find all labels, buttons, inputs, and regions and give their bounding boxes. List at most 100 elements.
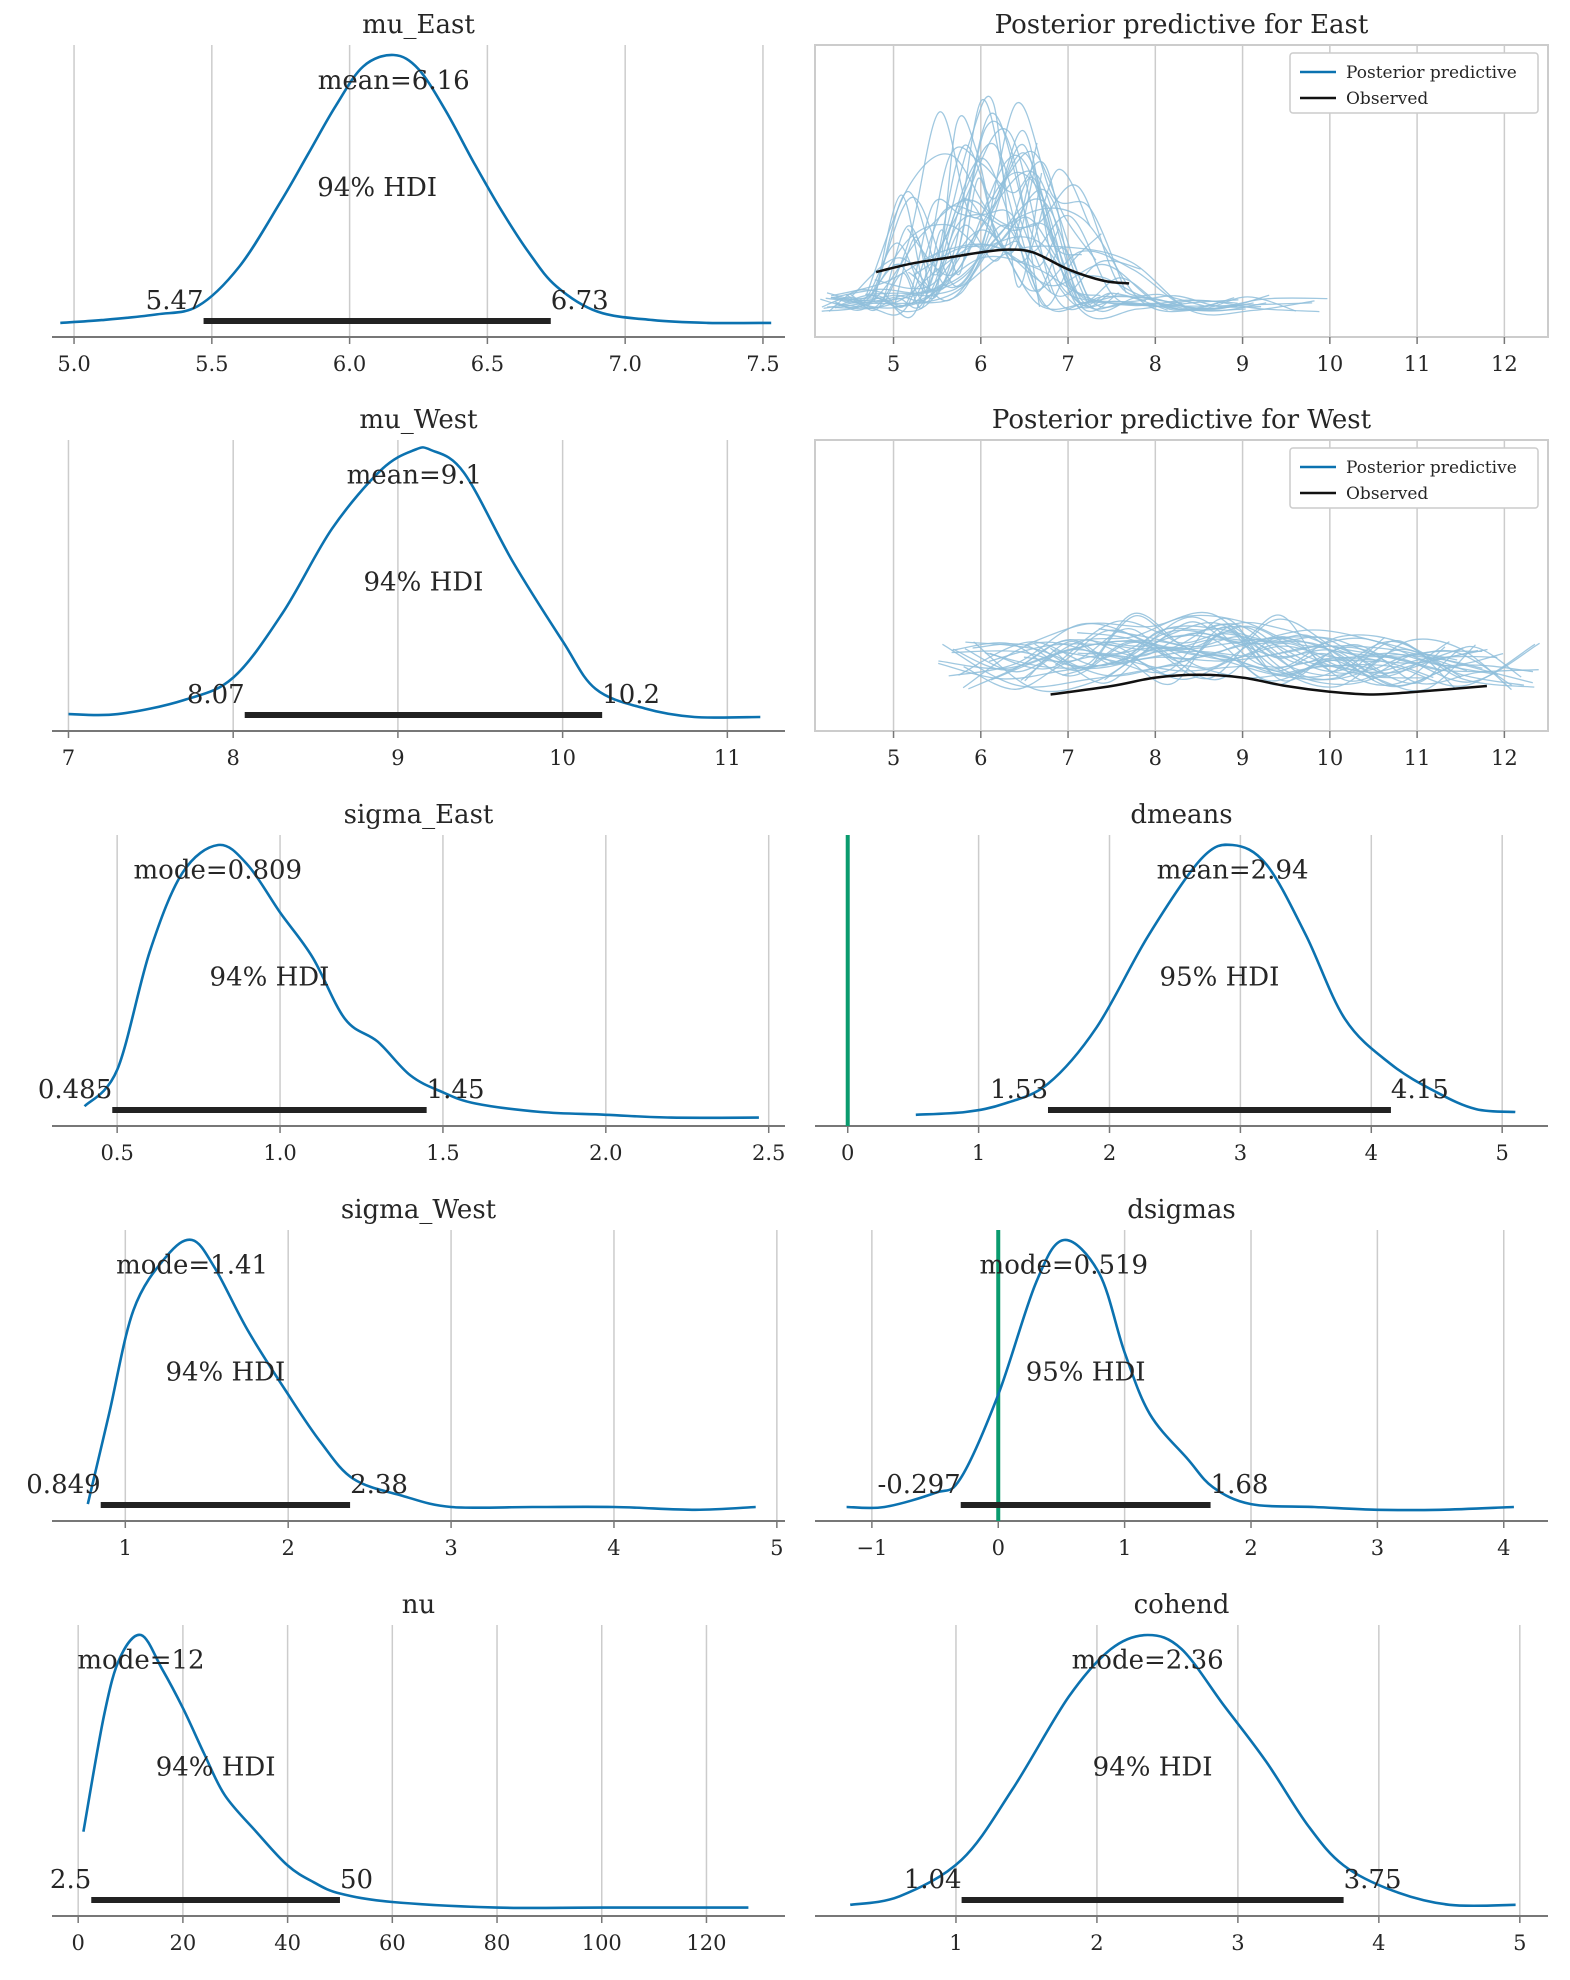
observed-line xyxy=(1050,673,1488,696)
hdi-high-label: 1.45 xyxy=(427,1075,485,1105)
posterior-predictive-line xyxy=(958,629,1534,688)
panel-title: cohend xyxy=(1134,1590,1230,1620)
panel-mu-west: mu_West 7 8 9 10 11 8.07 10.2 94% HDI mean=9.1 xyxy=(52,405,785,770)
x-tick-label: 5.0 xyxy=(57,352,90,376)
posterior-predictive-line xyxy=(1023,621,1443,672)
density-curve xyxy=(849,1633,1516,1908)
hdi-high-label: 2.38 xyxy=(350,1470,408,1500)
posterior-predictive-line xyxy=(828,142,1038,312)
x-tick-label: 4 xyxy=(1372,1931,1385,1955)
posterior-predictive-line xyxy=(845,111,1097,309)
posterior-predictive-line xyxy=(893,157,1246,312)
x-tick-label: 10 xyxy=(1316,746,1343,770)
x-tick-label: 100 xyxy=(582,1931,622,1955)
x-tick-label: 5.5 xyxy=(195,352,228,376)
x-tick-label: −1 xyxy=(856,1536,887,1560)
x-tick-label: 9 xyxy=(391,746,404,770)
hdi-label: 94% HDI xyxy=(156,1753,276,1783)
x-tick-label: 1 xyxy=(949,1931,962,1955)
posterior-predictive-line xyxy=(918,224,1262,313)
density-curve xyxy=(60,53,772,325)
x-tick-label: 0 xyxy=(841,1141,854,1165)
hdi-label: 94% HDI xyxy=(165,1358,285,1388)
x-tick-label: 1 xyxy=(119,1536,132,1560)
x-tick-label: 0 xyxy=(992,1536,1005,1560)
point-estimate-label: mean=2.94 xyxy=(1157,856,1309,886)
panel-title: nu xyxy=(402,1590,436,1620)
density-curve xyxy=(83,843,759,1120)
posterior-predictive-line xyxy=(871,216,1183,305)
x-tick-label: 8 xyxy=(227,746,240,770)
x-tick-label: 3 xyxy=(1371,1536,1384,1560)
hdi-low-label: 0.485 xyxy=(38,1075,112,1105)
posterior-predictive-line xyxy=(884,171,1035,309)
legend-label-posterior: Posterior predictive xyxy=(1346,458,1517,478)
posterior-predictive-line xyxy=(821,199,1238,312)
x-tick-label: 60 xyxy=(379,1931,406,1955)
x-tick-label: 9 xyxy=(1236,352,1249,376)
panel-cohend: cohend 1 2 3 4 5 1.04 3.75 94% HDI mode=2.36 xyxy=(815,1590,1548,1955)
x-tick-label: 3 xyxy=(1234,1141,1247,1165)
x-tick-label: 1.0 xyxy=(263,1141,296,1165)
hdi-low-label: 5.47 xyxy=(146,286,204,316)
legend: Posterior predictive Observed xyxy=(1289,52,1539,114)
x-tick-label: 6 xyxy=(974,746,987,770)
hdi-label: 94% HDI xyxy=(364,568,484,598)
x-tick-label: 9 xyxy=(1236,746,1249,770)
posterior-predictive-line xyxy=(834,102,1127,311)
x-tick-label: 5 xyxy=(1496,1141,1509,1165)
point-estimate-label: mode=1.41 xyxy=(116,1251,268,1281)
x-tick-label: 120 xyxy=(686,1931,726,1955)
panel-title: mu_East xyxy=(362,10,475,40)
hdi-high-label: 10.2 xyxy=(602,680,660,710)
hdi-label: 94% HDI xyxy=(210,963,330,993)
point-estimate-label: mean=6.16 xyxy=(318,66,470,96)
legend-box xyxy=(1289,447,1539,509)
hdi-low-label: 1.04 xyxy=(904,1865,962,1895)
plot-frame xyxy=(814,44,1549,338)
posterior-predictive-line xyxy=(1062,645,1504,676)
hdi-label: 95% HDI xyxy=(1160,963,1280,993)
legend-label-observed: Observed xyxy=(1346,484,1428,504)
x-tick-label: 2 xyxy=(1103,1141,1116,1165)
hdi-low-label: 1.53 xyxy=(990,1075,1048,1105)
x-tick-label: 7.5 xyxy=(746,352,779,376)
posterior-predictive-lines xyxy=(820,95,1328,320)
x-tick-label: 40 xyxy=(274,1931,301,1955)
panel-title: dsigmas xyxy=(1127,1195,1235,1225)
panel-posterior-predictive-for-east: Posterior predictive for East 5 6 7 8 9 10 11 12… xyxy=(814,10,1549,376)
panel-title: sigma_West xyxy=(341,1195,497,1225)
x-tick-label: 20 xyxy=(170,1931,197,1955)
posterior-predictive-line xyxy=(1024,625,1386,682)
panel-mu-east: mu_East 5.0 5.5 6.0 6.5 7.0 7.5 5.47 6.73 94% HDI… xyxy=(52,10,785,376)
x-tick-label: 80 xyxy=(484,1931,511,1955)
panel-nu: nu 0 20 40 60 80 100 120 2.5 50 94% HDI mode=12 xyxy=(50,1590,785,1955)
x-tick-label: 2 xyxy=(282,1536,295,1560)
panel-dmeans: dmeans 0 1 2 3 4 5 1.53 4.15 95% HDI mean=2.94 xyxy=(815,800,1548,1165)
density-curve xyxy=(915,843,1516,1117)
x-tick-label: 5 xyxy=(1513,1931,1526,1955)
posterior-predictive-line xyxy=(821,142,1052,312)
panel-sigma-west: sigma_West 1 2 3 4 5 0.849 2.38 94% HDI mode=1.41 xyxy=(26,1195,785,1560)
x-tick-label: 10 xyxy=(1316,352,1343,376)
x-tick-label: 5 xyxy=(887,746,900,770)
hdi-high-label: 4.15 xyxy=(1391,1075,1449,1105)
posterior-predictive-lines xyxy=(938,611,1540,693)
hdi-label: 95% HDI xyxy=(1026,1358,1146,1388)
legend: Posterior predictive Observed xyxy=(1289,447,1539,509)
x-tick-label: 0 xyxy=(71,1931,84,1955)
x-tick-label: 7.0 xyxy=(608,352,641,376)
x-tick-label: 2.5 xyxy=(752,1141,785,1165)
x-tick-label: 0.5 xyxy=(100,1141,133,1165)
point-estimate-label: mode=0.519 xyxy=(980,1251,1149,1281)
plot-frame xyxy=(814,439,1549,732)
posterior-predictive-line xyxy=(951,637,1499,676)
hdi-low-label: 2.5 xyxy=(50,1865,91,1895)
legend-box xyxy=(1289,52,1539,114)
hdi-label: 94% HDI xyxy=(317,173,437,203)
x-tick-label: 2 xyxy=(1244,1536,1257,1560)
panel-title: dmeans xyxy=(1130,800,1232,830)
density-curve xyxy=(82,1633,749,1910)
posterior-predictive-line xyxy=(869,209,1102,307)
